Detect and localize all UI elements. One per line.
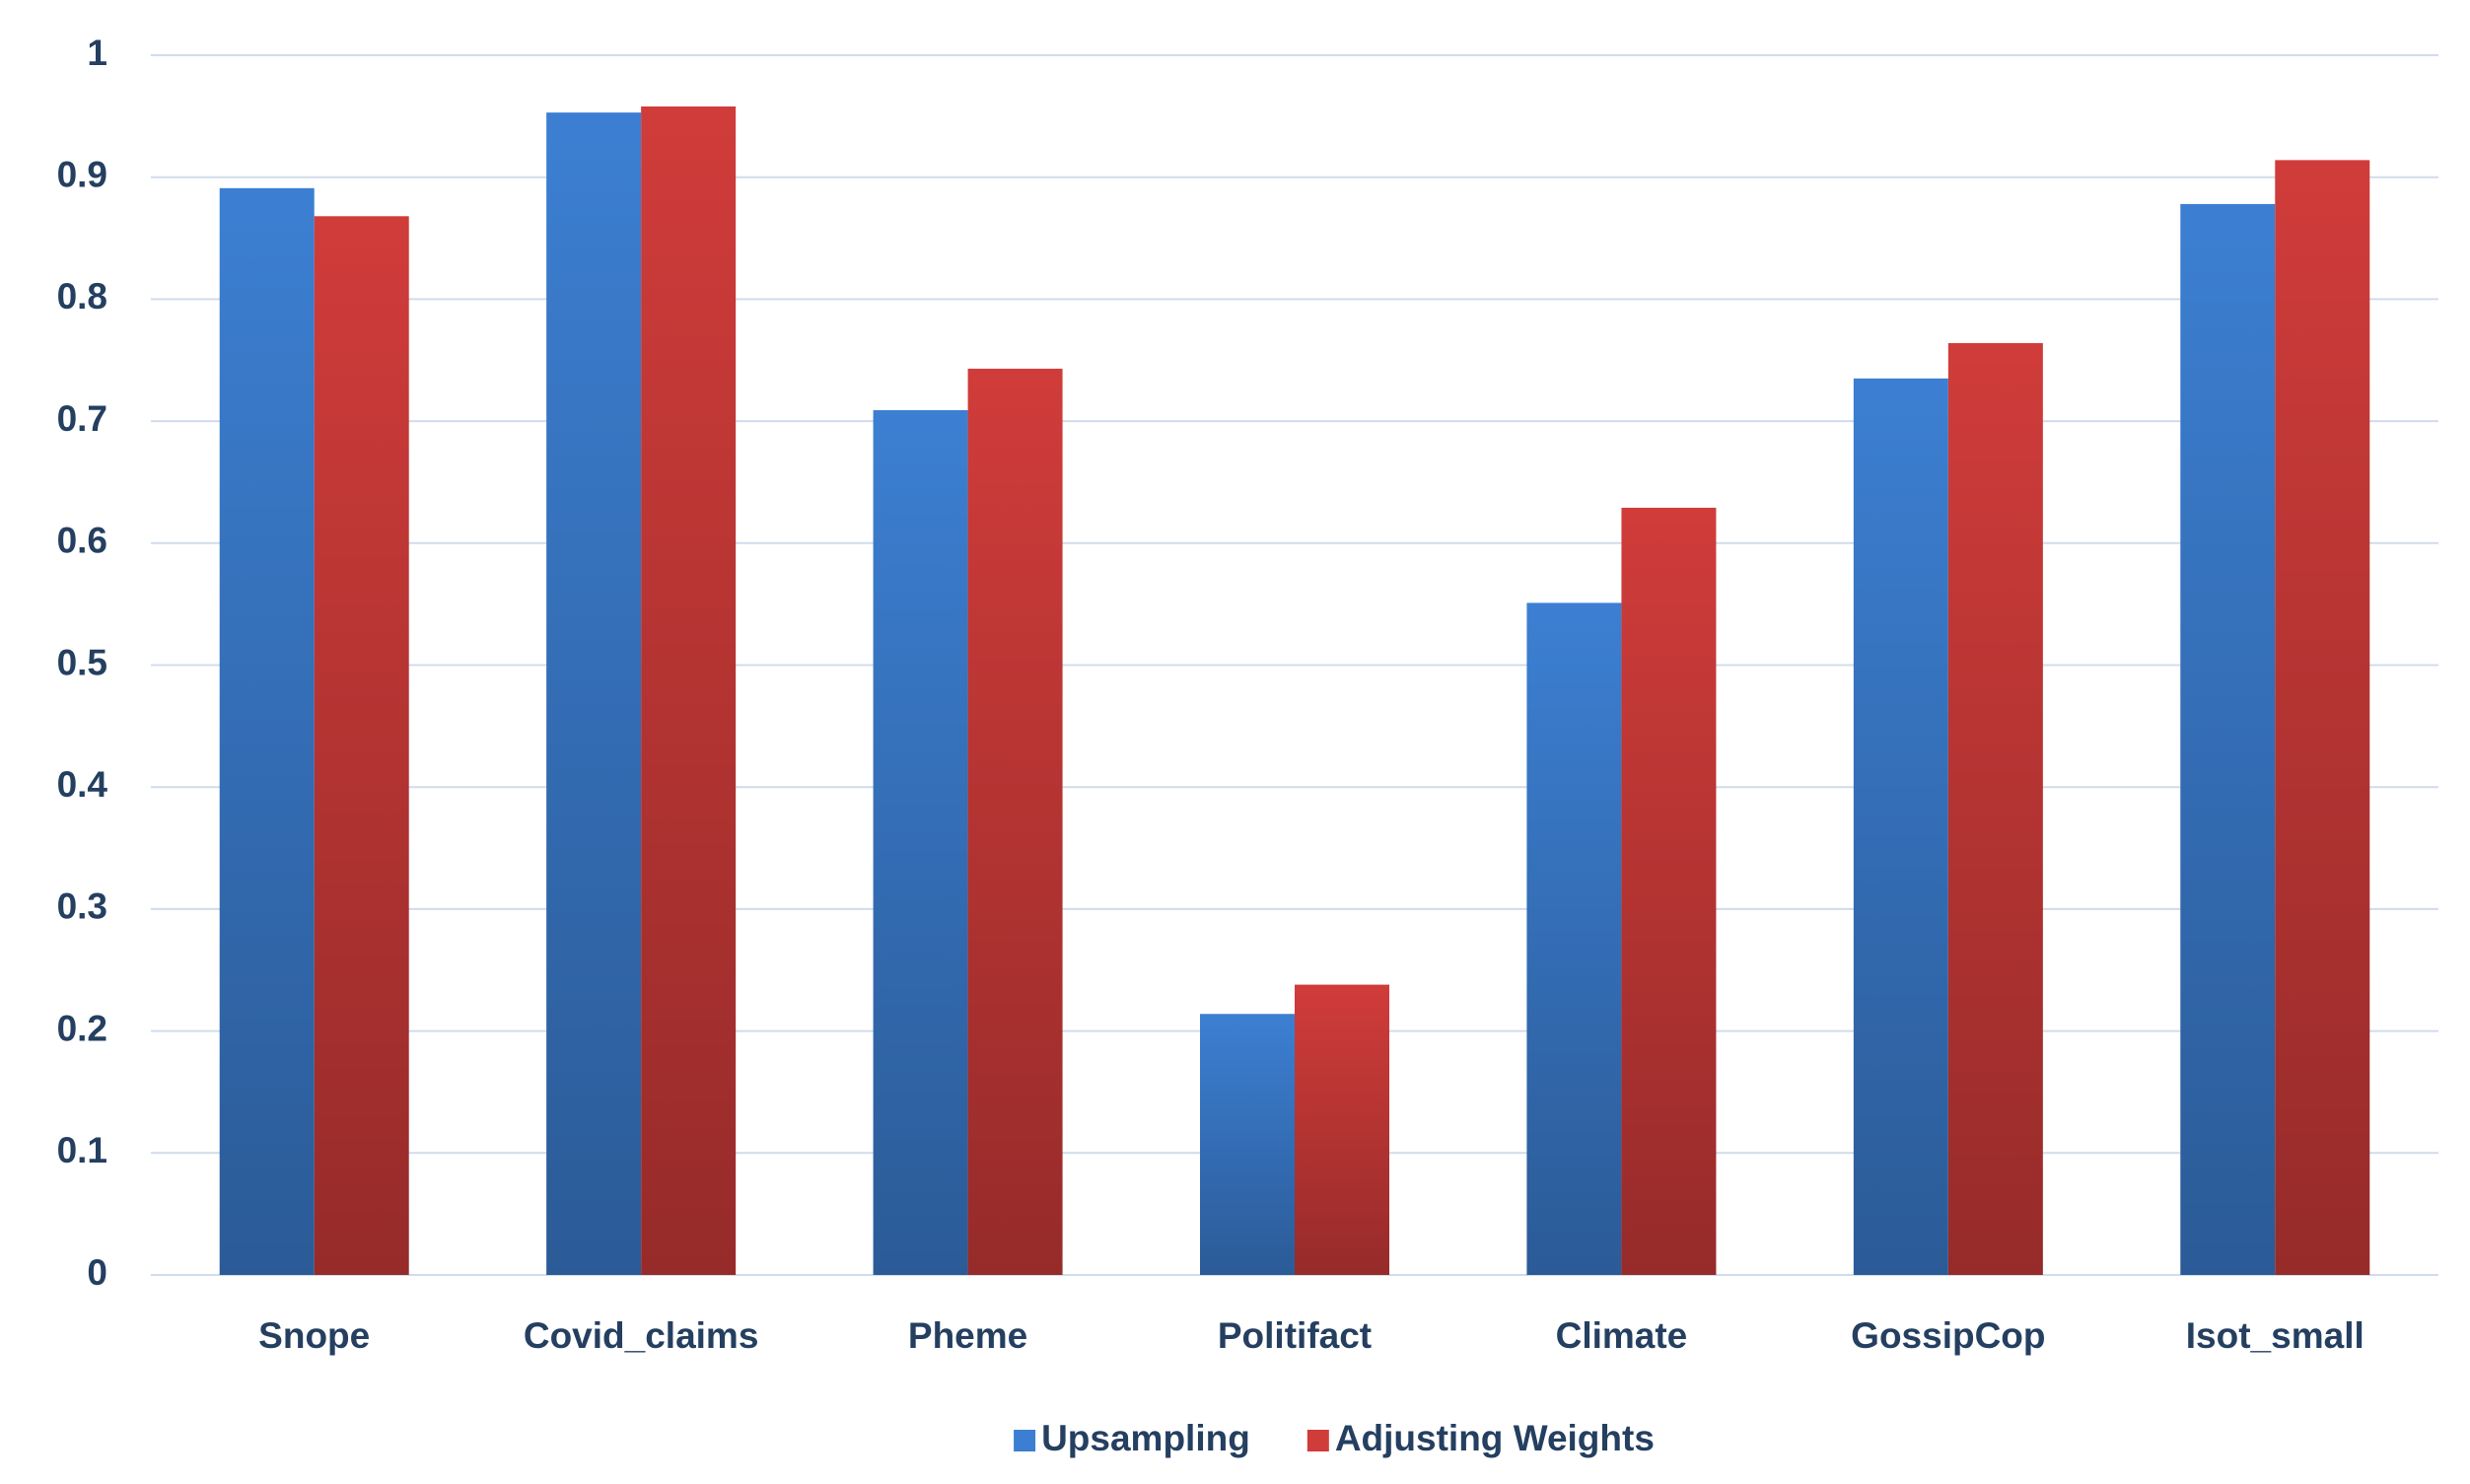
x-tick-label: Climate [1556,1315,1688,1356]
legend-label: Adjusting Weights [1335,1418,1655,1458]
bar [1853,378,1948,1275]
x-tick-label: GossipCop [1851,1315,2045,1356]
bar [1526,602,1622,1275]
x-tick-label: Isot_small [2186,1315,2364,1356]
bar [873,409,968,1275]
bar [2275,160,2370,1276]
y-tick-label: 0.5 [57,642,107,682]
bar [314,216,409,1276]
bar [1947,342,2043,1275]
y-tick-label: 0.3 [57,886,107,927]
y-tick-label: 0.9 [57,154,107,194]
y-tick-label: 0.2 [57,1008,107,1048]
bar [546,112,642,1275]
bar [2180,203,2276,1275]
y-tick-label: 0.7 [57,398,107,439]
legend-swatch [1014,1430,1036,1451]
x-tick-label: Covid_claims [524,1315,759,1356]
y-tick-label: 0.4 [57,764,108,805]
bar [1295,984,1389,1275]
y-tick-label: 0.6 [57,521,107,561]
y-tick-label: 0.1 [57,1130,107,1170]
y-tick-label: 0 [87,1252,107,1293]
x-tick-label: Politifact [1218,1315,1372,1356]
bar [1200,1014,1295,1275]
bar [641,106,737,1276]
bar [967,368,1063,1275]
legend-swatch [1306,1430,1329,1451]
x-tick-label: Snope [258,1315,370,1356]
y-tick-label: 1 [87,33,107,73]
y-tick-label: 0.8 [57,276,107,317]
bar [1621,507,1717,1275]
legend-label: Upsampling [1041,1418,1250,1458]
bar [219,187,315,1275]
x-tick-label: Pheme [908,1315,1027,1356]
